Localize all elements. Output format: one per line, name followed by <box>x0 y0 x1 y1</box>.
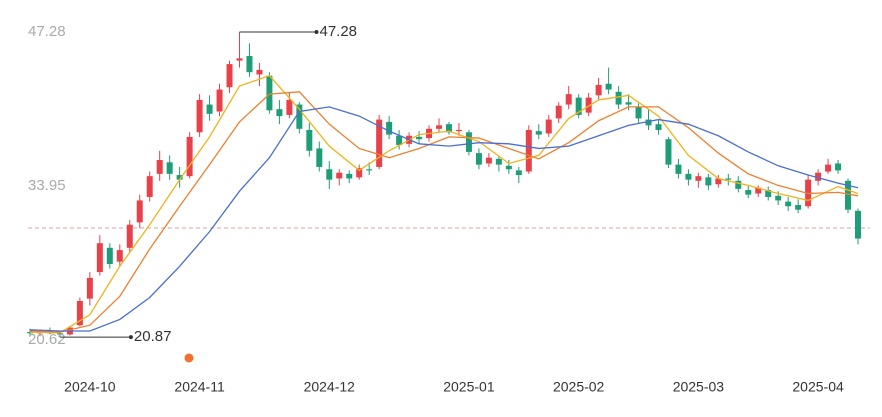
candle-body <box>855 210 861 239</box>
candle-body <box>515 170 522 176</box>
candle-body <box>386 121 393 135</box>
x-tick-label: 2025-03 <box>673 379 725 395</box>
candle-body <box>625 102 632 105</box>
candle-body <box>645 119 652 126</box>
candle-body <box>246 56 253 73</box>
candle-body <box>146 176 153 197</box>
candle-body <box>475 153 482 165</box>
candle-body <box>465 132 472 152</box>
candle-body <box>445 124 452 133</box>
x-tick-label: 2024-11 <box>174 379 225 395</box>
candle-body <box>236 58 243 61</box>
candle-body <box>705 177 712 186</box>
annotation-dot <box>314 30 319 34</box>
candle-body <box>286 99 293 115</box>
candle-body <box>655 124 662 130</box>
candle-body <box>276 109 283 117</box>
candle-body <box>306 129 313 151</box>
candle-body <box>775 195 782 201</box>
candle-body <box>495 158 502 165</box>
candle-body <box>525 129 532 172</box>
candle-body <box>825 164 832 172</box>
candle-body <box>166 162 173 174</box>
y-tick-label: 33.95 <box>28 177 66 194</box>
candle-body <box>326 169 333 180</box>
ma-line <box>29 91 859 333</box>
candle-body <box>455 129 462 132</box>
candle-body <box>795 205 802 210</box>
candle-body <box>755 187 762 194</box>
candle-body <box>745 190 752 195</box>
candle-body <box>765 190 772 197</box>
candle-body <box>575 97 582 115</box>
annotation-label: 47.28 <box>319 23 357 40</box>
x-tick-label: 2024-12 <box>304 379 356 395</box>
candle-body <box>715 178 722 185</box>
candle-body <box>116 250 123 262</box>
x-tick-label: 2025-04 <box>792 379 844 395</box>
ma-line <box>29 106 859 332</box>
candle-body <box>156 160 163 174</box>
candle-body <box>685 173 692 180</box>
y-tick-label: 20.62 <box>28 331 66 348</box>
candle-body <box>176 175 183 180</box>
annotation-label: 20.87 <box>134 328 172 345</box>
candle-body <box>186 136 193 177</box>
candle-body <box>346 173 353 179</box>
candle-body <box>56 333 63 335</box>
candle-body <box>505 165 512 170</box>
candle-body <box>535 131 542 135</box>
candle-body <box>206 104 213 114</box>
candle-body <box>615 91 622 105</box>
candle-body <box>356 168 363 178</box>
x-tick-label: 2025-02 <box>553 379 605 395</box>
candle-body <box>336 172 343 179</box>
candle-body <box>695 176 702 181</box>
candle-body <box>216 89 223 112</box>
event-dot <box>184 353 194 363</box>
candle-body <box>735 180 742 189</box>
candle-body <box>565 94 572 105</box>
candle-body <box>585 97 592 113</box>
candle-body <box>835 163 842 171</box>
candle-body <box>605 83 612 90</box>
candle-body <box>785 201 792 207</box>
candle-body <box>226 64 233 88</box>
candle-body <box>595 84 602 96</box>
candle-body <box>545 119 552 134</box>
candle-body <box>725 178 732 180</box>
candle-body <box>126 224 133 248</box>
candle-body <box>316 148 323 167</box>
candle-body <box>436 125 443 129</box>
x-tick-label: 2024-10 <box>64 379 116 395</box>
candle-body <box>485 157 492 164</box>
x-tick-label: 2025-01 <box>443 379 495 395</box>
candle-body <box>256 69 263 75</box>
candle-body <box>815 172 822 181</box>
annotation-dot <box>128 335 133 340</box>
candle-body <box>665 139 672 165</box>
candle-body <box>86 277 93 299</box>
candle-body <box>396 135 403 145</box>
candle-body <box>136 200 143 223</box>
candle-body <box>76 300 83 326</box>
ma-line <box>29 74 859 334</box>
candle-body <box>266 75 273 111</box>
candle-body <box>416 136 423 140</box>
candle-body <box>675 164 682 174</box>
candle-body <box>296 104 303 129</box>
candle-body <box>106 247 113 264</box>
candle-body <box>196 99 203 133</box>
candle-body <box>376 119 383 167</box>
candle-body <box>96 243 103 273</box>
candle-body <box>845 180 852 210</box>
y-tick-label: 47.28 <box>28 23 66 40</box>
candle-body <box>366 169 373 171</box>
candle-body <box>635 106 642 119</box>
candle-body <box>555 105 562 119</box>
